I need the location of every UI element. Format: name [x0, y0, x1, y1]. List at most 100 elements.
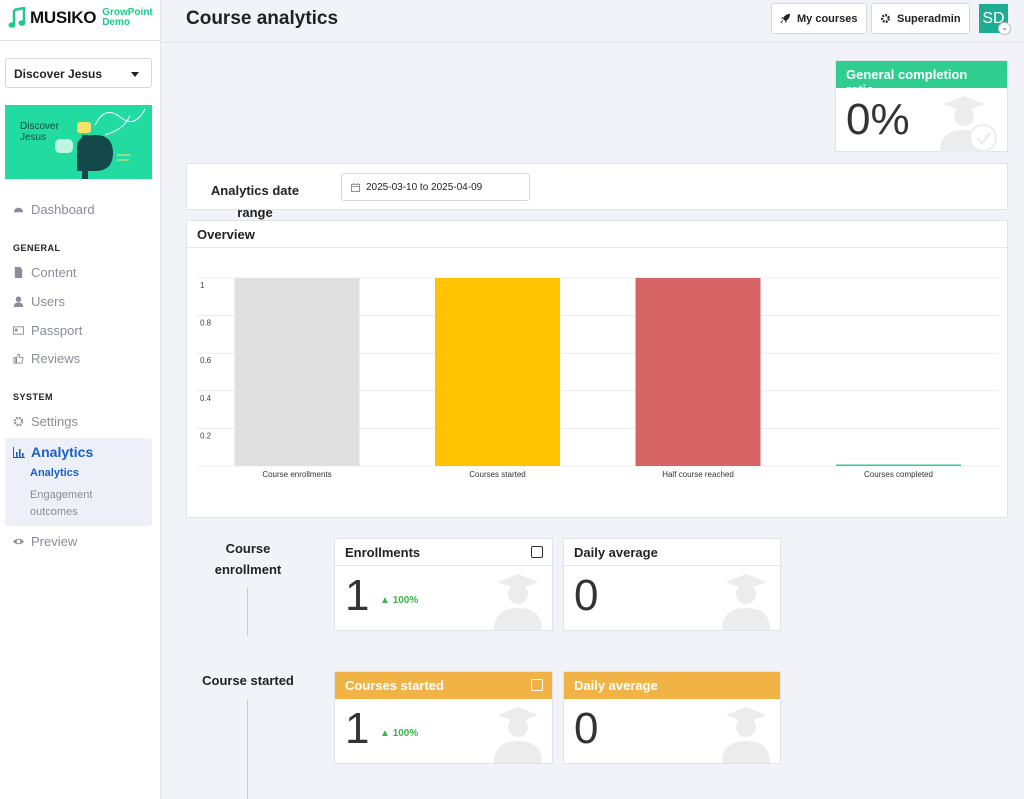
gear-icon	[881, 14, 890, 23]
dashboard-icon	[13, 207, 24, 213]
nav-content[interactable]: Content	[13, 265, 77, 280]
brand-name: MUSIKO	[30, 8, 97, 27]
nav-analytics-group: Analytics Analytics Engagement outcomes	[5, 438, 152, 526]
my-courses-label: My courses	[797, 12, 858, 25]
nav-reviews[interactable]: Reviews	[13, 351, 80, 366]
nav-section-system: SYSTEM	[13, 392, 54, 402]
date-range-value: 2025-03-10 to 2025-04-09	[366, 182, 483, 193]
nav-settings[interactable]: Settings	[13, 414, 78, 429]
started-daily-average-value: 0	[574, 704, 599, 753]
file-icon	[14, 267, 23, 278]
nav-passport[interactable]: Passport	[13, 323, 82, 338]
graduate-icon	[722, 707, 770, 763]
section-connector	[247, 699, 248, 799]
x-category-label: Course enrollments	[262, 470, 331, 479]
chart-bar[interactable]	[836, 464, 961, 467]
nav-reviews-label: Reviews	[31, 351, 81, 366]
course-banner: Discover Jesus	[5, 105, 152, 179]
x-category-label: Courses started	[469, 470, 525, 479]
calendar-icon	[351, 183, 360, 192]
started-daily-average-title: Daily average	[564, 672, 780, 699]
enrollments-title-text: Enrollments	[345, 545, 421, 560]
courses-started-card: Courses started 1 ▲ 100%	[334, 671, 553, 764]
brand-sub-line1: GrowPoint	[102, 7, 153, 18]
completion-ratio-value: 0%	[846, 95, 910, 144]
nav-content-label: Content	[31, 265, 77, 280]
graduate-check-icon	[940, 96, 997, 152]
nav-section-general: GENERAL	[13, 243, 61, 253]
courses-started-trend-value: 100%	[392, 728, 419, 739]
id-card-icon	[13, 326, 24, 335]
enrollments-trend-value: 100%	[392, 595, 419, 606]
enrollments-card: Enrollments 1 ▲ 100%	[334, 538, 553, 631]
page-title: Course analytics	[186, 8, 339, 29]
completion-ratio-card: General completion ratio 0%	[835, 60, 1008, 152]
nav-preview-label: Preview	[31, 534, 78, 549]
chart-icon[interactable]	[531, 679, 543, 691]
nav-users-label: Users	[31, 294, 65, 309]
eye-icon	[13, 538, 24, 545]
chart-bar[interactable]	[435, 278, 560, 466]
graduate-icon	[494, 574, 542, 630]
avatar-dropdown-icon[interactable]: ⌄	[998, 22, 1011, 35]
y-tick-label: 1	[200, 281, 205, 290]
course-select-value: Discover Jesus	[14, 67, 103, 81]
enrollment-daily-average-value: 0	[574, 571, 599, 620]
course-select[interactable]: Discover Jesus	[5, 58, 152, 88]
sidebar: MUSIKO GrowPoint Demo Discover Jesus Dis…	[0, 0, 161, 799]
graduate-icon	[494, 707, 542, 763]
superadmin-button[interactable]: Superadmin	[871, 3, 970, 34]
course-enrollment-label: Course enrollment	[214, 541, 282, 577]
course-started-label: Course started	[202, 673, 294, 688]
enrollment-daily-average-title: Daily average	[564, 539, 780, 566]
courses-started-trend: ▲ 100%	[380, 728, 419, 739]
date-range-panel	[186, 163, 1008, 210]
brand-subtitle: GrowPoint Demo	[102, 8, 153, 28]
bar-chart-icon	[13, 446, 25, 458]
caret-down-icon	[131, 72, 139, 77]
thumbs-up-icon	[13, 353, 24, 364]
started-daily-average-card: Daily average 0	[563, 671, 781, 764]
date-range-input[interactable]: 2025-03-10 to 2025-04-09	[341, 173, 530, 201]
section-connector	[247, 587, 248, 636]
nav-passport-label: Passport	[31, 323, 83, 338]
nav-analytics-label: Analytics	[31, 444, 94, 460]
nav-dashboard-label: Dashboard	[31, 202, 95, 217]
nav-users[interactable]: Users	[13, 294, 65, 309]
nav-dashboard[interactable]: Dashboard	[13, 202, 95, 217]
courses-started-value: 1	[345, 704, 370, 753]
nav-preview[interactable]: Preview	[13, 534, 77, 549]
y-tick-label: 0.4	[200, 394, 212, 403]
enrollments-trend: ▲ 100%	[380, 595, 419, 606]
superadmin-label: Superadmin	[897, 12, 961, 25]
completion-ratio-title: General completion ratio	[836, 61, 1007, 97]
banner-text: Discover Jesus	[20, 121, 59, 143]
y-tick-label: 0.2	[200, 431, 212, 440]
banner-illustration	[55, 108, 146, 179]
nav-analytics[interactable]: Analytics	[13, 444, 93, 460]
nav-analytics-sub[interactable]: Analytics	[30, 467, 79, 479]
brand-sub-line2: Demo	[102, 17, 130, 28]
brand-logo[interactable]: MUSIKO GrowPoint Demo	[8, 6, 153, 30]
x-category-label: Courses completed	[864, 470, 933, 479]
user-icon	[13, 296, 24, 307]
courses-started-title-text: Courses started	[345, 678, 444, 693]
enrollments-value: 1	[345, 571, 370, 620]
gear-icon	[13, 416, 24, 427]
banner-line1: Discover	[20, 121, 59, 132]
overview-card: Overview 1 0.8 0.6 0.4 0.2 Course enrollments…	[186, 220, 1008, 518]
overview-title: Overview	[187, 221, 1007, 248]
chart-icon[interactable]	[531, 546, 543, 558]
y-tick-label: 0.6	[200, 356, 212, 365]
music-note-icon	[8, 7, 26, 28]
x-category-label: Half course reached	[662, 470, 734, 479]
nav-engagement-outcomes[interactable]: Engagement outcomes	[30, 489, 93, 518]
chart-bar[interactable]	[234, 278, 360, 466]
logo-divider	[0, 40, 161, 41]
y-tick-label: 0.8	[200, 319, 212, 328]
courses-started-title: Courses started	[335, 672, 552, 699]
nav-settings-label: Settings	[31, 414, 78, 429]
enrollment-daily-average-card: Daily average 0	[563, 538, 781, 631]
chart-bar[interactable]	[635, 278, 761, 466]
my-courses-button[interactable]: My courses	[771, 3, 867, 34]
